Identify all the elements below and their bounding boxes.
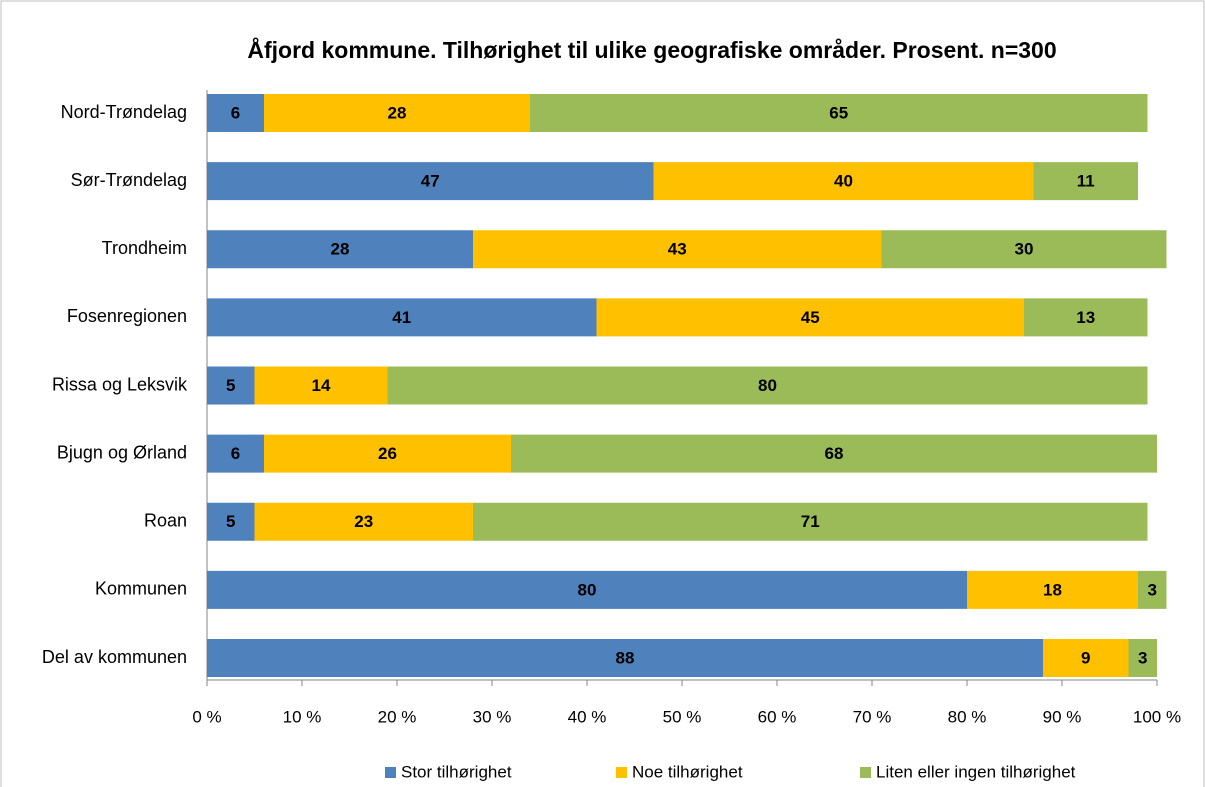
bar-segment (387, 366, 1148, 405)
data-label: 6 (231, 444, 240, 463)
bar-segment (1024, 298, 1148, 337)
x-tick-label: 50 % (663, 707, 702, 726)
legend-label: Stor tilhørighet (401, 762, 512, 781)
bar-segment (473, 502, 1148, 541)
category-label: Nord-Trøndelag (61, 102, 187, 122)
bar-segment (1128, 639, 1157, 677)
legend-label: Noe tilhørighet (632, 762, 743, 781)
legend-swatch (616, 767, 627, 778)
data-label: 68 (825, 444, 844, 463)
data-label: 88 (616, 648, 635, 667)
data-label: 3 (1138, 648, 1147, 667)
x-tick-label: 80 % (948, 707, 987, 726)
data-label: 30 (1015, 240, 1034, 259)
data-label: 65 (829, 103, 848, 122)
data-label: 26 (378, 444, 397, 463)
data-label: 23 (354, 512, 373, 531)
x-tick-label: 70 % (853, 707, 892, 726)
category-label: Kommunen (95, 579, 187, 599)
data-label: 71 (801, 512, 820, 531)
bar-segment (596, 298, 1024, 337)
data-label: 40 (834, 172, 853, 191)
bar-segment (207, 230, 473, 269)
x-tick-label: 60 % (758, 707, 797, 726)
data-label: 3 (1148, 580, 1157, 599)
data-label: 80 (578, 580, 597, 599)
bar-segment (207, 162, 654, 201)
category-label: Rissa og Leksvik (52, 374, 188, 394)
x-tick-label: 20 % (378, 707, 417, 726)
data-label: 11 (1077, 172, 1095, 191)
bar-segment (207, 639, 1043, 677)
bar-segment (264, 94, 530, 132)
x-tick-label: 30 % (473, 707, 512, 726)
x-tick-label: 0 % (192, 707, 221, 726)
bar-segment (207, 570, 967, 609)
category-label: Trondheim (102, 238, 187, 258)
category-label: Roan (144, 511, 187, 531)
bar-segment (511, 434, 1157, 473)
bar-segment (530, 94, 1148, 132)
bar-segment (967, 570, 1138, 609)
bar-segment (1043, 639, 1129, 677)
category-label: Del av kommunen (42, 647, 187, 667)
bar-segment (254, 366, 388, 405)
bar-segment (207, 434, 264, 473)
data-label: 13 (1076, 308, 1095, 327)
x-tick-label: 100 % (1133, 707, 1181, 726)
bar-segment (653, 162, 1034, 201)
bar-segment (264, 434, 511, 473)
x-tick-label: 90 % (1043, 707, 1082, 726)
data-label: 28 (388, 103, 407, 122)
bar-segment (1138, 570, 1167, 609)
data-label: 41 (392, 308, 411, 327)
legend-swatch (860, 767, 871, 778)
bar-segment (207, 94, 264, 132)
bar-segment (207, 298, 597, 337)
data-label: 80 (758, 376, 777, 395)
data-label: 28 (331, 240, 350, 259)
legend-label: Liten eller ingen tilhørighet (876, 762, 1076, 781)
data-label: 14 (312, 376, 331, 395)
bar-segment (207, 366, 255, 405)
data-label: 18 (1043, 580, 1062, 599)
data-label: 6 (231, 103, 240, 122)
data-label: 43 (668, 240, 687, 259)
bar-segment (1033, 162, 1138, 201)
bar-segment (254, 502, 473, 541)
x-tick-label: 10 % (283, 707, 322, 726)
category-label: Bjugn og Ørland (57, 442, 187, 462)
category-label: Sør-Trøndelag (71, 170, 187, 190)
x-tick-label: 40 % (568, 707, 607, 726)
data-label: 47 (421, 172, 440, 191)
data-label: 5 (226, 512, 235, 531)
legend-swatch (385, 767, 396, 778)
chart-title: Åfjord kommune. Tilhørighet til ulike ge… (247, 36, 1056, 63)
data-label: 5 (226, 376, 235, 395)
data-label: 9 (1081, 648, 1090, 667)
bar-segment (473, 230, 882, 269)
category-label: Fosenregionen (67, 306, 187, 326)
data-label: 45 (801, 308, 820, 327)
bar-segment (881, 230, 1167, 269)
bar-segment (207, 502, 255, 541)
